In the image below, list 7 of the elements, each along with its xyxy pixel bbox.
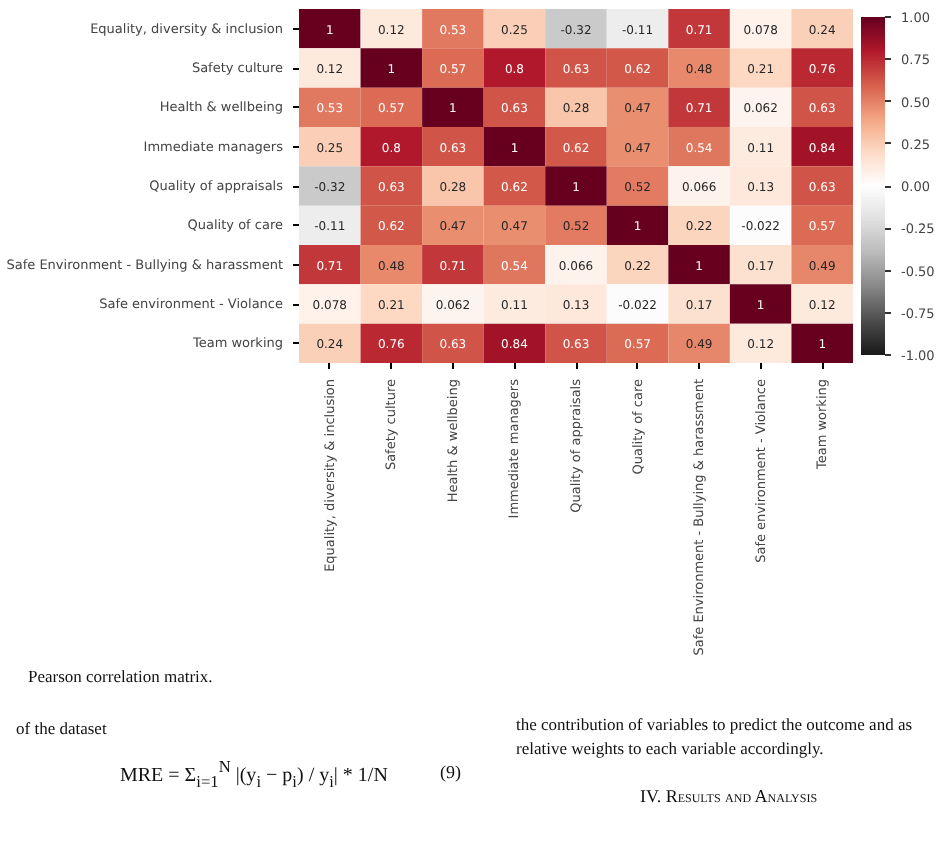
text: relative weights to each variable accordingly. <box>516 738 824 759</box>
text: of the dataset <box>16 716 107 741</box>
text: the contribution of variables to predict the outcome and as <box>516 714 913 734</box>
text: IV. Results and Analysis <box>640 784 818 810</box>
text: (9) <box>440 760 461 786</box>
text: Pearson correlation matrix. <box>28 664 213 689</box>
text: MRE = Σ$_{i=1}$$^{N}$ |(y$_{i}$ − p$_{i}$) / y$_{i}$| * 1/N <box>120 758 388 791</box>
